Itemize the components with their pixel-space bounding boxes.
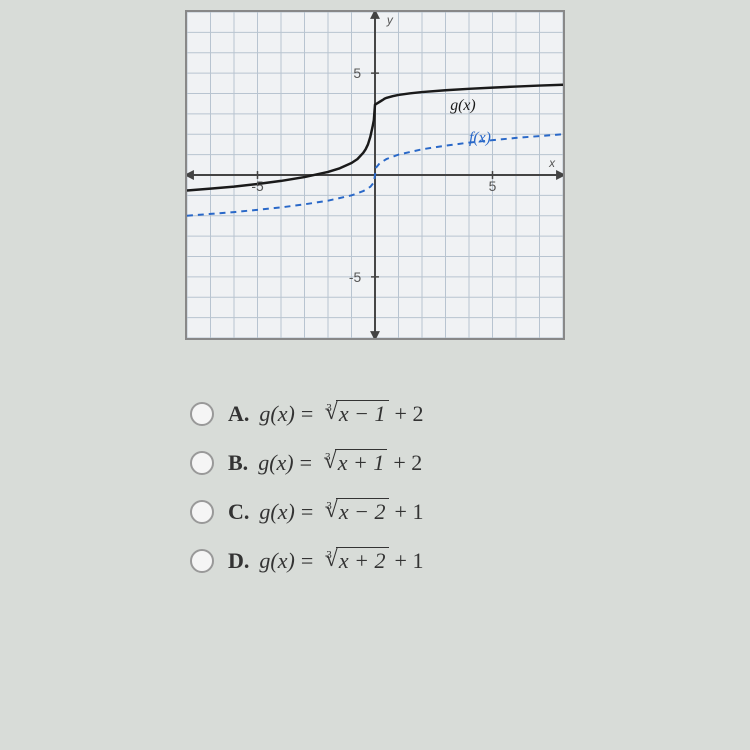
- cube-root: 3 √ x − 1: [319, 400, 388, 427]
- tail: + 2: [395, 401, 424, 427]
- option-c-label: C. g(x) = 3 √ x − 2 + 1: [228, 498, 423, 525]
- option-c[interactable]: C. g(x) = 3 √ x − 2 + 1: [190, 498, 640, 525]
- option-letter: D.: [228, 548, 249, 574]
- tail: + 2: [393, 450, 422, 476]
- equals: =: [300, 450, 312, 476]
- radio-icon[interactable]: [190, 549, 214, 573]
- graph-panel: -5 5 -5 5 y x g(x) f(x): [185, 10, 565, 340]
- root-index: 3: [326, 549, 332, 561]
- svg-text:y: y: [386, 13, 394, 27]
- fn-name: g(x): [259, 548, 294, 574]
- fn-name: g(x): [258, 450, 293, 476]
- svg-text:f(x): f(x): [469, 129, 491, 146]
- radicand: x + 2: [336, 547, 389, 574]
- option-a-label: A. g(x) = 3 √ x − 1 + 2: [228, 400, 423, 427]
- svg-text:-5: -5: [349, 269, 362, 285]
- svg-text:5: 5: [353, 65, 361, 81]
- equals: =: [301, 499, 313, 525]
- root-index: 3: [326, 402, 332, 414]
- tail: + 1: [395, 499, 424, 525]
- radicand: x + 1: [335, 449, 388, 476]
- graph-svg: -5 5 -5 5 y x g(x) f(x): [187, 12, 563, 338]
- option-letter: B.: [228, 450, 248, 476]
- equals: =: [301, 401, 313, 427]
- option-b[interactable]: B. g(x) = 3 √ x + 1 + 2: [190, 449, 640, 476]
- cube-root: 3 √ x − 2: [319, 498, 388, 525]
- option-b-label: B. g(x) = 3 √ x + 1 + 2: [228, 449, 422, 476]
- root-index: 3: [326, 500, 332, 512]
- radio-icon[interactable]: [190, 451, 214, 475]
- radio-icon[interactable]: [190, 500, 214, 524]
- option-a[interactable]: A. g(x) = 3 √ x − 1 + 2: [190, 400, 640, 427]
- radio-icon[interactable]: [190, 402, 214, 426]
- option-letter: A.: [228, 401, 249, 427]
- option-letter: C.: [228, 499, 249, 525]
- svg-text:x: x: [548, 156, 556, 170]
- answer-options: A. g(x) = 3 √ x − 1 + 2 B. g(x) = 3 √ x …: [190, 400, 640, 596]
- tail: + 1: [395, 548, 424, 574]
- cube-root: 3 √ x + 1: [318, 449, 387, 476]
- radicand: x − 2: [336, 498, 389, 525]
- cube-root: 3 √ x + 2: [319, 547, 388, 574]
- svg-text:-5: -5: [251, 178, 264, 194]
- fn-name: g(x): [259, 401, 294, 427]
- equals: =: [301, 548, 313, 574]
- svg-text:g(x): g(x): [450, 97, 475, 114]
- option-d[interactable]: D. g(x) = 3 √ x + 2 + 1: [190, 547, 640, 574]
- radicand: x − 1: [336, 400, 389, 427]
- option-d-label: D. g(x) = 3 √ x + 2 + 1: [228, 547, 423, 574]
- fn-name: g(x): [259, 499, 294, 525]
- svg-text:5: 5: [489, 178, 497, 194]
- root-index: 3: [325, 451, 331, 463]
